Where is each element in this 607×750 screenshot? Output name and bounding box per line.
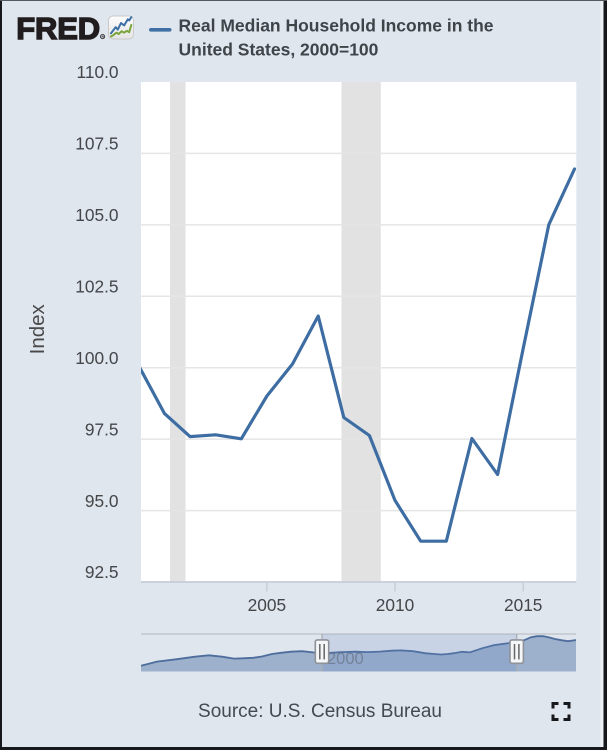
svg-text:Real Median Household Income i: Real Median Household Income in the: [179, 16, 494, 36]
svg-text:Source: U.S. Census Bureau: Source: U.S. Census Bureau: [198, 701, 442, 722]
svg-text:107.5: 107.5: [75, 134, 118, 154]
svg-text:2005: 2005: [248, 595, 286, 615]
svg-text:110.0: 110.0: [77, 62, 119, 82]
svg-text:2010: 2010: [376, 595, 414, 615]
svg-text:105.0: 105.0: [75, 205, 118, 225]
svg-text:R: R: [102, 35, 105, 39]
svg-text:FRED: FRED: [16, 11, 100, 46]
svg-text:95.0: 95.0: [85, 491, 119, 511]
svg-text:102.5: 102.5: [75, 277, 118, 297]
svg-text:2000: 2000: [327, 650, 364, 668]
svg-text:United States, 2000=100: United States, 2000=100: [179, 40, 379, 60]
svg-text:100.0: 100.0: [75, 348, 118, 368]
svg-text:2015: 2015: [504, 595, 542, 615]
svg-text:92.5: 92.5: [85, 562, 119, 582]
svg-text:97.5: 97.5: [85, 419, 119, 439]
svg-text:Index: Index: [26, 303, 49, 354]
